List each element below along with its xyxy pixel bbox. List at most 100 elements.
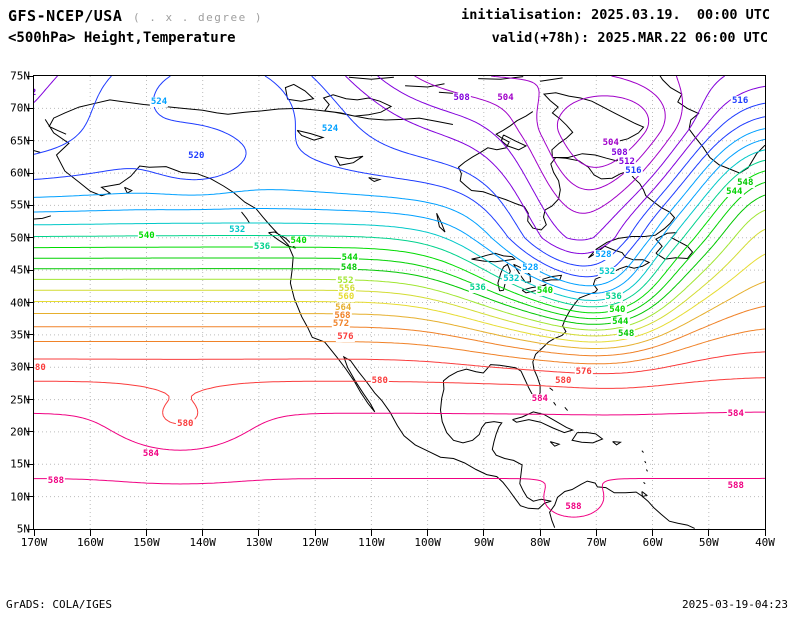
contour-label: 524 xyxy=(149,96,169,107)
contour-line-528 xyxy=(34,138,765,294)
contour-line-532 xyxy=(34,149,765,301)
contour-label: 588 xyxy=(726,480,745,491)
contour-label: 544 xyxy=(611,316,630,327)
y-axis-label: 65N xyxy=(10,134,30,148)
contour-line-500 xyxy=(491,76,666,191)
y-axis-tick xyxy=(27,334,33,336)
contour-label: 564 xyxy=(334,302,353,313)
x-axis-tick xyxy=(764,530,766,536)
contour-label: 528 xyxy=(521,263,540,274)
x-axis-label: 150W xyxy=(133,536,160,549)
contour-label: 504 xyxy=(601,138,620,149)
y-axis-label: 25N xyxy=(10,393,30,407)
y-axis-tick xyxy=(27,237,33,239)
grads-stamp: GrADS: COLA/IGES xyxy=(6,598,112,611)
y-axis-tick xyxy=(27,107,33,109)
x-axis-tick xyxy=(89,530,91,536)
contour-label: 532 xyxy=(502,273,521,284)
x-axis-label: 80W xyxy=(530,536,550,549)
contour-label: 588 xyxy=(46,476,66,487)
contour-label: 576 xyxy=(574,366,593,377)
y-axis-label: 30N xyxy=(10,360,30,374)
contour-label: 572 xyxy=(331,318,351,329)
x-axis-label: 40W xyxy=(755,536,775,549)
x-axis-tick xyxy=(202,530,204,536)
contour-label: 512 xyxy=(617,156,636,167)
x-axis-tick xyxy=(314,530,316,536)
contour-label: 556 xyxy=(337,283,356,294)
contour-label: 584 xyxy=(530,394,549,405)
contour-line-504 xyxy=(414,76,683,214)
contour-label: 540 xyxy=(608,304,627,315)
x-axis-label: 110W xyxy=(358,536,385,549)
contour-label: 540 xyxy=(289,236,308,247)
contour-line-576 xyxy=(34,351,765,375)
contour-label: 580 xyxy=(34,362,47,373)
contour-line-520 xyxy=(34,76,765,278)
x-axis-tick xyxy=(427,530,429,536)
x-axis-tick xyxy=(708,530,710,536)
x-axis-tick xyxy=(370,530,372,536)
contour-label: 548 xyxy=(339,263,359,274)
contour-label: 520 xyxy=(187,150,206,161)
resolution-note: ( . x . degree ) xyxy=(133,11,263,24)
chart-title: <500hPa> Height,Temperature xyxy=(8,30,236,46)
y-axis-label: 5N xyxy=(16,522,30,536)
contour-label: 544 xyxy=(340,253,359,264)
x-axis-label: 70W xyxy=(586,536,607,549)
contour-label: 508 xyxy=(610,147,629,158)
y-axis-tick xyxy=(27,140,33,142)
y-axis-tick xyxy=(27,302,33,303)
contour-label: 536 xyxy=(252,242,272,253)
contour-label: 536 xyxy=(468,283,487,293)
contour-line-548 xyxy=(34,194,765,325)
contour-label: 568 xyxy=(333,311,352,322)
contour-label: 540 xyxy=(535,286,555,297)
contour-label: 544 xyxy=(725,187,744,198)
contour-label: 516 xyxy=(731,95,750,106)
y-axis-label: 60N xyxy=(10,166,30,180)
initialisation-time: initialisation: 2025.03.19. 00:00 UTC xyxy=(461,7,770,23)
coastlines xyxy=(34,76,765,529)
contour-label: 584 xyxy=(141,449,161,460)
x-axis-label: 120W xyxy=(301,536,329,549)
x-axis-label: 130W xyxy=(245,536,273,549)
x-axis-label: 160W xyxy=(76,536,104,549)
contour-line-568 xyxy=(34,305,765,357)
contour-line-508 xyxy=(377,76,725,241)
contour-label: 540 xyxy=(137,231,156,242)
contour-line-536 xyxy=(34,159,765,308)
contour-label: 512 xyxy=(34,87,38,98)
y-axis-label: 50N xyxy=(10,231,30,245)
y-axis-tick xyxy=(27,366,33,368)
x-axis-tick xyxy=(483,530,485,536)
contour-line-588 xyxy=(34,477,765,518)
contour-label: 508 xyxy=(452,92,471,103)
valid-time: valid(+78h): 2025.MAR.22 06:00 UTC xyxy=(491,30,768,46)
contour-label: 580 xyxy=(370,375,389,386)
contour-line-552 xyxy=(34,209,765,331)
contour-label: 548 xyxy=(616,328,636,339)
y-axis-label: 35N xyxy=(10,328,30,342)
contour-line-556 xyxy=(34,228,765,337)
x-axis-tick xyxy=(33,530,35,536)
contour-label: 532 xyxy=(597,267,617,278)
x-axis-label: 90W xyxy=(473,536,494,549)
contour-line-580 xyxy=(34,377,765,425)
y-axis-tick xyxy=(27,528,33,530)
contour-label: 548 xyxy=(736,178,755,189)
y-axis-tick xyxy=(27,399,33,401)
y-axis-tick xyxy=(27,463,33,465)
contour-label: 504 xyxy=(496,92,515,103)
model-title: GFS-NCEP/USA xyxy=(8,7,123,25)
creation-timestamp: 2025-03-19-04:23 xyxy=(682,598,788,611)
x-axis-label: 140W xyxy=(189,536,216,549)
x-axis-label: 100W xyxy=(414,536,441,549)
x-axis-tick xyxy=(595,530,597,536)
contour-line-540 xyxy=(34,170,765,314)
contour-label: 516 xyxy=(624,165,643,176)
x-axis-tick xyxy=(539,530,541,536)
contour-label: 536 xyxy=(604,292,623,303)
y-axis-label: 75N xyxy=(10,69,30,83)
contour-line-544 xyxy=(34,181,765,320)
